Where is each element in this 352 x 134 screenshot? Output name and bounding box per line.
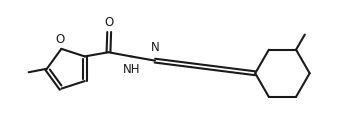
Text: NH: NH [123, 63, 140, 76]
Text: N: N [151, 41, 159, 54]
Text: O: O [55, 33, 64, 46]
Text: O: O [105, 16, 114, 29]
